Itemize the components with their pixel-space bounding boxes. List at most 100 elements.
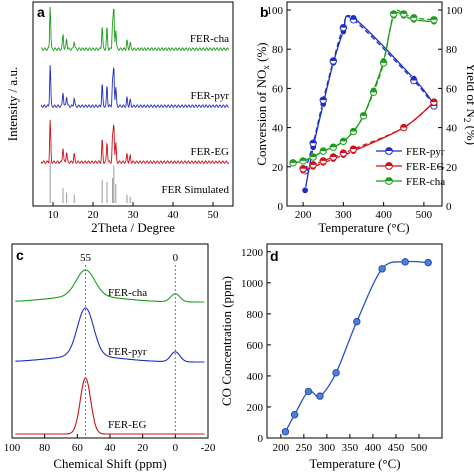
panel-d-ytick-label: 1200 — [241, 247, 264, 259]
panel-b-ytick-label: 60 — [272, 83, 284, 95]
panel-a-xlabel: 2Theta / Degree — [91, 220, 175, 235]
panel-b-ticks: 200 300 400 500 0 0 20 20 40 40 60 60 80 80 100 100 — [267, 5, 464, 221]
panel-b-point — [301, 186, 309, 194]
panel-a-xtick-label: 10 — [48, 209, 60, 221]
panel-b-point-yield-half — [350, 16, 357, 20]
panel-d-ylabel: CO Concentration (ppm) — [219, 276, 234, 406]
panel-a-xticks: 10 20 30 40 50 — [48, 202, 220, 221]
panel-b-legend-label: FER-cha — [406, 176, 445, 188]
panel-d-frame — [266, 243, 443, 439]
panel-d-xtick-label: 450 — [388, 442, 405, 454]
panel-c-xticks: 100 80 60 40 20 0 -20 — [4, 434, 216, 454]
panel-d-point — [316, 392, 324, 400]
panel-b-point-yield-half — [340, 138, 347, 142]
panel-c-trace-FER-EG — [15, 377, 205, 435]
panel-b-point-yield-half — [340, 149, 347, 154]
panel-b-point-yield-half — [309, 140, 317, 144]
panel-b-frame — [286, 1, 443, 207]
panel-d-point — [401, 258, 409, 266]
panel-b-point-yield-half — [410, 14, 418, 18]
panel-b-point-yield-half — [320, 157, 327, 161]
panel-b-point-yield-half — [330, 57, 337, 61]
panel-c-frame — [11, 243, 209, 439]
panel-b-point-yield-half — [309, 161, 317, 165]
panel-d-ytick-label: 400 — [247, 371, 264, 383]
panel-a-xtick-label: 30 — [128, 209, 140, 221]
panel-b-label: b — [260, 4, 269, 20]
panel-b-point-yield-half — [309, 153, 317, 157]
panel-b-point-yield-half — [410, 77, 418, 81]
panel-b-point-yield-half — [330, 144, 337, 148]
panel-a-xtick-label: 40 — [168, 209, 180, 221]
panel-b-point-yield-half — [289, 159, 297, 163]
panel-a: a 10 20 30 40 50 FER-cha FER-pyr FER-EG FER Sim… — [5, 1, 234, 235]
panel-d-series — [281, 258, 432, 436]
panel-d-xlabel: Temperature (°C) — [309, 456, 400, 471]
panel-a-traces — [40, 6, 230, 203]
panel-c-label-FER-pyr: FER-pyr — [108, 346, 147, 358]
panel-d-xtick-label: 350 — [342, 442, 359, 454]
panel-c-xtick-label: 20 — [137, 442, 149, 454]
panel-d-xtick-label: 200 — [273, 442, 290, 454]
panel-b-xlabel: Temperature (°C) — [318, 220, 409, 235]
panel-a-series-labels: FER-cha FER-pyr FER-EG FER Simulated — [161, 33, 229, 196]
panel-c-xlabel: Chemical Shift (ppm) — [53, 456, 166, 471]
panel-b-ytick-label: 40 — [272, 123, 284, 135]
panel-c-xtick-label: 60 — [72, 442, 84, 454]
panel-b-legend-marker-fill — [385, 177, 393, 181]
panel-b-xtick-label: 200 — [295, 209, 312, 221]
panel-d-point — [353, 317, 361, 326]
panel-b-xtick-label: 300 — [335, 209, 352, 221]
panel-b: b 200 300 400 500 0 0 20 20 40 40 60 60 80 80 100 100 F… — [254, 1, 474, 235]
panel-c: c 100 80 60 40 20 0 -20 55 0 FER-cha FER-pyr FER-E… — [4, 243, 216, 471]
panel-c-xtick-label: 100 — [4, 442, 21, 454]
panel-a-label-FER-cha: FER-cha — [190, 33, 229, 45]
panel-d-ytick-label: 600 — [247, 340, 264, 352]
panel-a-trace-FER-pyr — [40, 65, 229, 109]
panel-b-ytick-right-label: 60 — [446, 83, 458, 95]
panel-d-xtick-label: 400 — [365, 442, 382, 454]
panel-c-annotation: 0 — [173, 252, 179, 264]
panel-b-point-yield-half — [360, 112, 367, 116]
panel-a-ylabel: Intensity / a.u. — [5, 67, 20, 141]
panel-b-dashed-FER-pyr — [304, 15, 435, 171]
panel-b-ytick-right-label: 100 — [446, 5, 463, 17]
panel-d-label: d — [270, 248, 279, 264]
panel-b-point-yield-half — [390, 10, 397, 14]
panel-b-point-yield-half — [430, 16, 438, 20]
panel-c-trace-FER-pyr — [15, 307, 205, 363]
panel-a-trace-FER-cha — [40, 6, 230, 52]
panel-a-xtick-label: 50 — [208, 209, 220, 221]
panel-d-xtick-label: 250 — [296, 442, 313, 454]
panel-b-point-yield-half — [340, 24, 347, 28]
panel-b-point-yield-half — [350, 145, 357, 150]
panel-b-point-yield-half — [400, 10, 407, 14]
panel-c-annotation: 55 — [80, 252, 92, 264]
panel-c-label: c — [16, 247, 24, 263]
panel-d-xtick-label: 300 — [319, 442, 336, 454]
panel-b-point-yield-half — [400, 124, 407, 128]
panel-b-point-yield-half — [350, 128, 357, 132]
panel-b-legend: FER-pyr FER-EG FER-cha — [376, 146, 445, 188]
panel-c-trace-FER-cha — [15, 269, 205, 303]
panel-a-trace-FER-EG — [40, 119, 230, 165]
panel-b-point-yield-half — [430, 98, 438, 103]
panel-a-label-FER-pyr: FER-pyr — [191, 90, 230, 102]
panel-a-label-FER-EG: FER-EG — [191, 146, 230, 158]
panel-b-point-yield-half — [299, 165, 307, 169]
panel-b-xtick-label: 400 — [375, 209, 392, 221]
panel-c-series-labels: 55 0 FER-cha FER-pyr FER-EG — [80, 252, 179, 436]
panel-b-legend-marker-fill — [385, 147, 393, 151]
panel-b-point-yield-half — [330, 153, 337, 157]
panel-b-point-yield-half — [380, 59, 387, 63]
panel-d-point — [378, 265, 386, 273]
panel-b-point-yield-half — [320, 147, 327, 152]
panel-d-point — [290, 411, 299, 419]
panel-b-series — [289, 9, 438, 194]
panel-c-xtick-label: 80 — [39, 442, 51, 454]
panel-b-ytick-label: 100 — [267, 5, 284, 17]
panel-b-ytick-label: 80 — [272, 44, 284, 56]
panel-b-xtick-label: 500 — [416, 209, 433, 221]
panel-d-point — [281, 428, 290, 436]
